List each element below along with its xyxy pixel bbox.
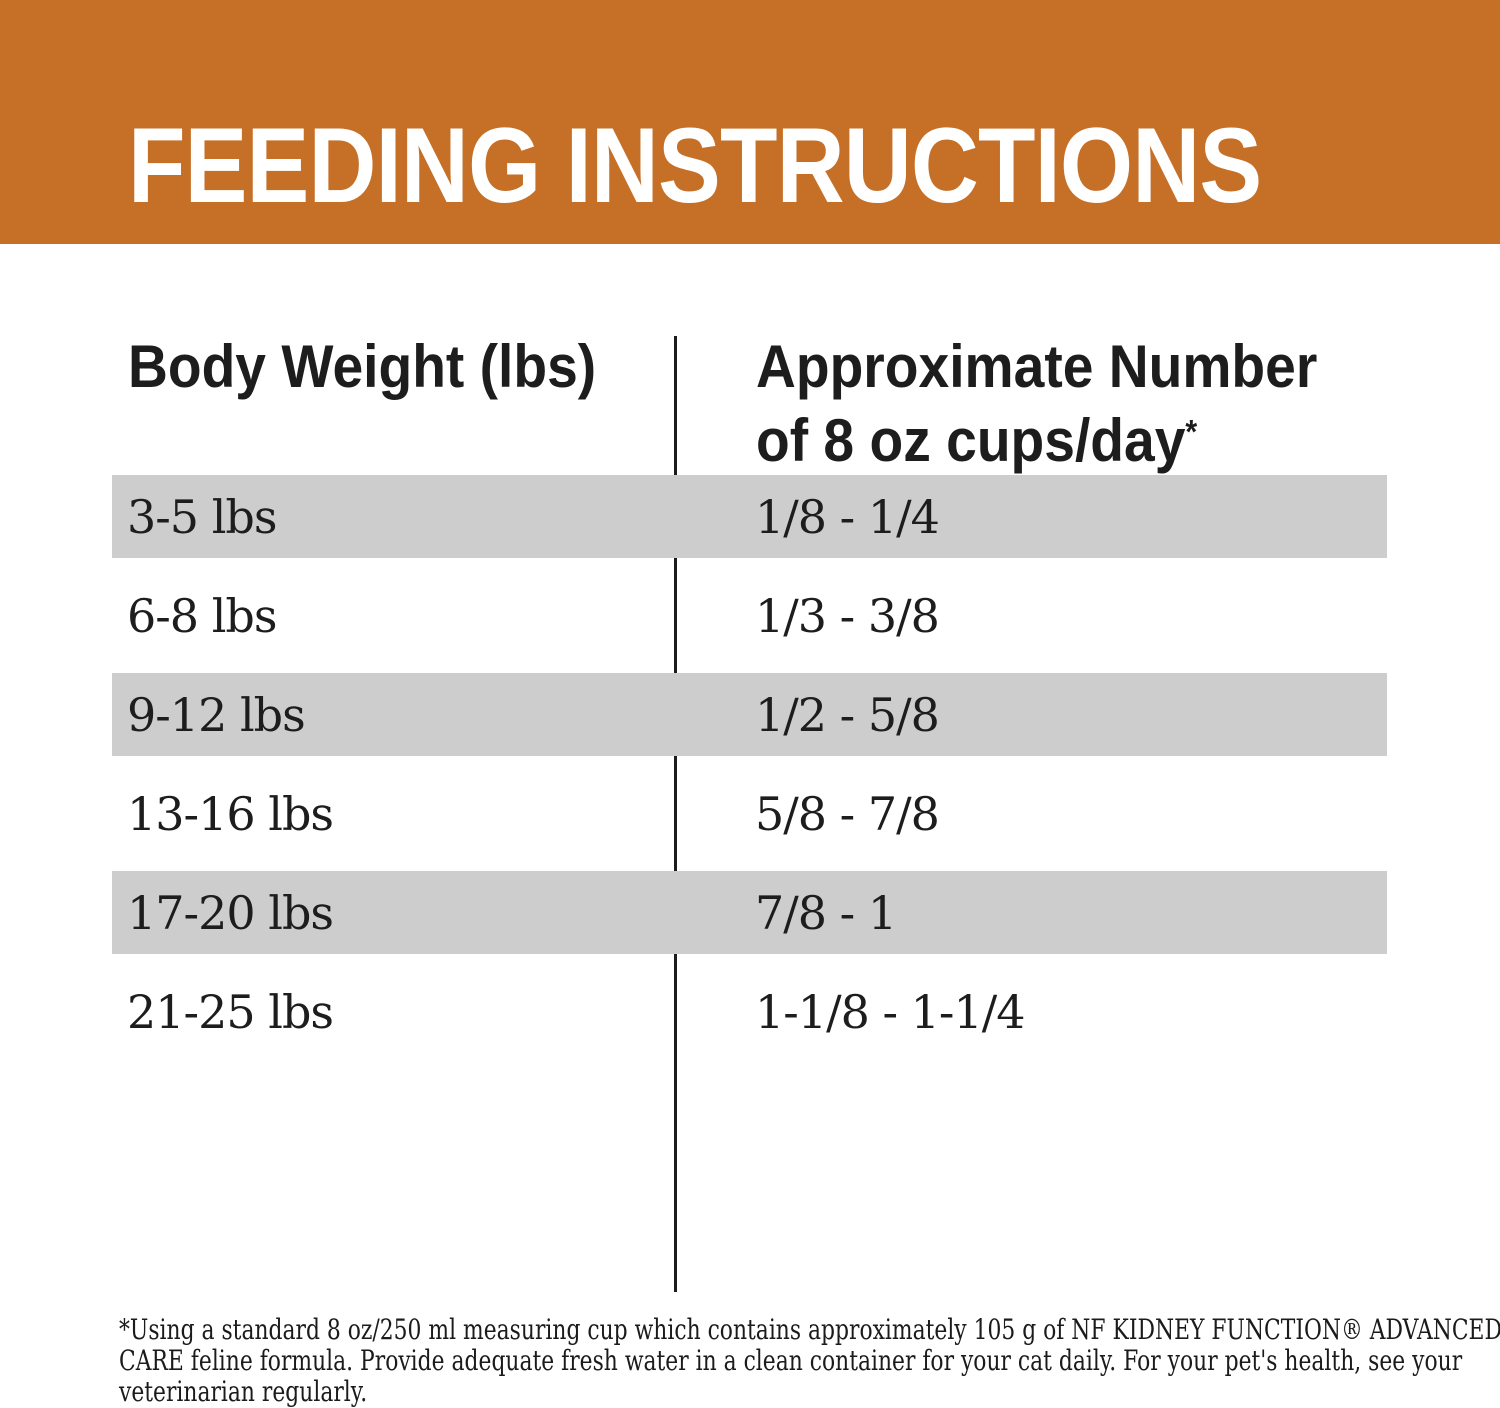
feeding-instructions-banner: FEEDING INSTRUCTIONS bbox=[0, 0, 1500, 244]
feeding-table: 3-5 lbs 1/8 - 1/4 6-8 lbs 1/3 - 3/8 9-12… bbox=[0, 467, 1500, 1061]
column-header-cups: Approximate Number of 8 oz cups/day* bbox=[756, 330, 1317, 478]
footnote-line: *Using a standard 8 oz/250 ml measuring … bbox=[119, 1313, 1500, 1346]
column-divider-line bbox=[674, 336, 677, 1292]
table-row: 3-5 lbs 1/8 - 1/4 bbox=[0, 467, 1500, 566]
table-row: 6-8 lbs 1/3 - 3/8 bbox=[0, 566, 1500, 665]
footnote-line: veterinarian regularly. bbox=[119, 1375, 368, 1408]
footnote-line: CARE feline formula. Provide adequate fr… bbox=[119, 1344, 1463, 1377]
body-weight-cell: 21-25 lbs bbox=[127, 984, 334, 1039]
footnote-marker: * bbox=[1185, 413, 1198, 450]
table-row: 21-25 lbs 1-1/8 - 1-1/4 bbox=[0, 962, 1500, 1061]
body-weight-cell: 3-5 lbs bbox=[127, 489, 277, 544]
body-weight-cell: 9-12 lbs bbox=[127, 687, 306, 742]
column-header-body-weight: Body Weight (lbs) bbox=[128, 333, 597, 400]
body-weight-cell: 13-16 lbs bbox=[127, 786, 334, 841]
table-row: 17-20 lbs 7/8 - 1 bbox=[0, 863, 1500, 962]
cups-per-day-cell: 1/2 - 5/8 bbox=[755, 687, 940, 742]
cups-per-day-cell: 7/8 - 1 bbox=[755, 885, 897, 940]
cups-per-day-cell: 1/8 - 1/4 bbox=[755, 489, 940, 544]
body-weight-cell: 17-20 lbs bbox=[127, 885, 334, 940]
table-row: 13-16 lbs 5/8 - 7/8 bbox=[0, 764, 1500, 863]
column-header-cups-line1: Approximate Number bbox=[756, 333, 1318, 400]
footnote-text: *Using a standard 8 oz/250 ml measuring … bbox=[119, 1314, 1500, 1407]
page-title: FEEDING INSTRUCTIONS bbox=[128, 105, 1262, 225]
cups-per-day-cell: 1-1/8 - 1-1/4 bbox=[755, 984, 1025, 1039]
column-header-cups-line2: of 8 oz cups/day bbox=[756, 407, 1186, 474]
cups-per-day-cell: 5/8 - 7/8 bbox=[755, 786, 940, 841]
table-row: 9-12 lbs 1/2 - 5/8 bbox=[0, 665, 1500, 764]
cups-per-day-cell: 1/3 - 3/8 bbox=[755, 588, 940, 643]
body-weight-cell: 6-8 lbs bbox=[127, 588, 277, 643]
